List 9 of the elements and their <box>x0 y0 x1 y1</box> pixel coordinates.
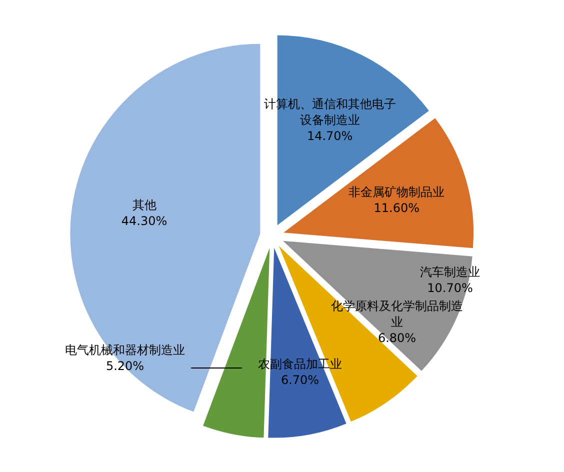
data-label: 11.60% <box>374 200 420 215</box>
data-label: 14.70% <box>306 128 353 143</box>
slice-label: 电气机械和器材制造业 <box>65 343 185 358</box>
data-label: 6.70% <box>280 373 320 388</box>
data-label: 44.30% <box>121 214 168 228</box>
slice-label: 汽车制造业 <box>420 265 480 280</box>
slice-label: 其他 <box>132 198 156 212</box>
slice-label: 非金属矿物制品业 <box>348 184 445 199</box>
data-label: 5.20% <box>106 359 144 374</box>
